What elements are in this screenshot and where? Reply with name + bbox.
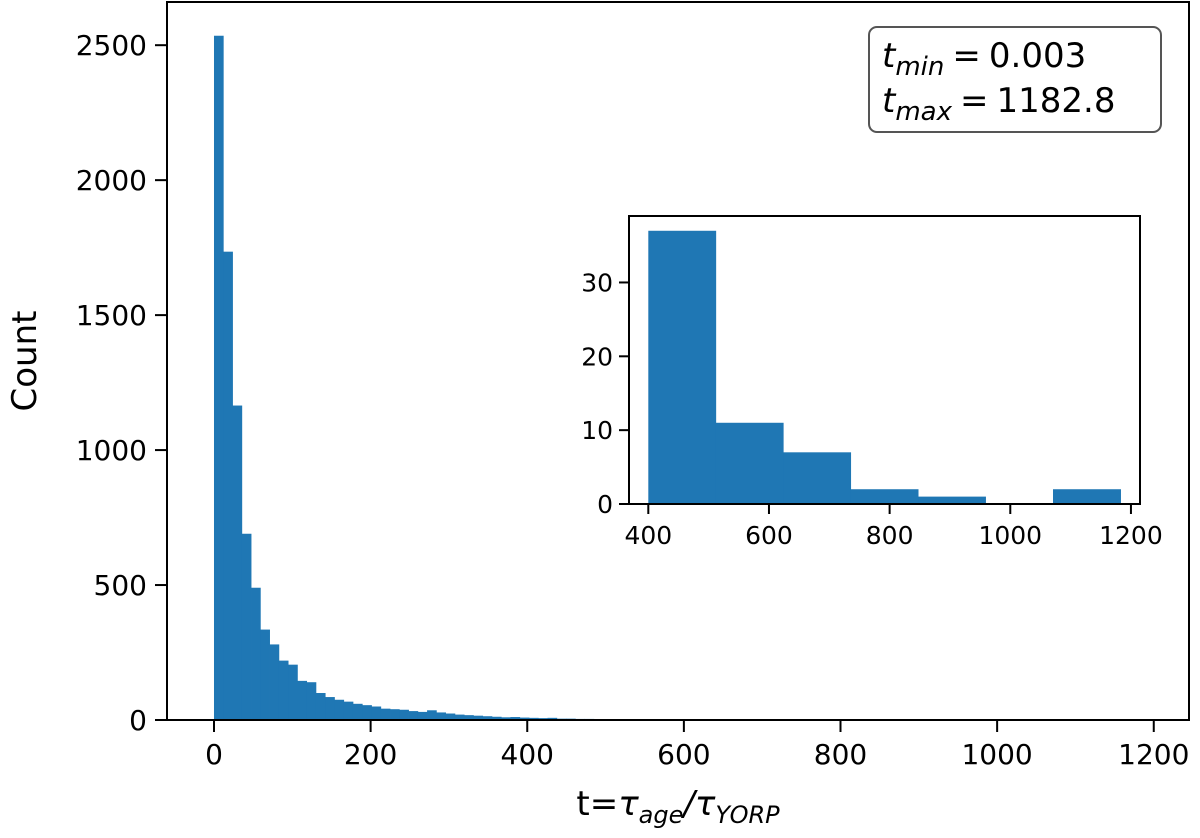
- main-x-axis-ticks: 0 200 400 600 800 1000 1200: [205, 720, 1189, 771]
- y-tick-label: 500: [94, 569, 147, 602]
- y-axis-label: Count: [5, 311, 45, 412]
- inset-x-tick-label: 1200: [1099, 521, 1163, 550]
- histogram-bar: [297, 680, 308, 720]
- histogram-bar: [269, 644, 280, 720]
- inset-histogram-bar: [1053, 489, 1121, 504]
- y-tick-label: 0: [129, 704, 147, 737]
- inset-histogram-bar: [783, 452, 852, 504]
- histogram-bar: [519, 717, 530, 720]
- inset-x-tick-label: 800: [866, 521, 914, 550]
- x-tick-label: 600: [657, 738, 710, 771]
- histogram-bar: [454, 714, 465, 720]
- histogram-bar: [501, 717, 511, 720]
- histogram-bar: [325, 697, 335, 720]
- histogram-bar: [445, 713, 456, 720]
- x-tick-label: 400: [501, 738, 554, 771]
- histogram-bar: [390, 709, 400, 720]
- histogram-bar: [408, 711, 419, 720]
- histogram-bar: [213, 35, 224, 720]
- inset-axes-frame: [628, 215, 1141, 505]
- histogram-bar: [528, 717, 539, 720]
- inset-x-tick-label: 400: [624, 521, 672, 550]
- inset-histogram-bar: [850, 489, 919, 504]
- histogram-bar: [510, 717, 521, 720]
- inset-x-tick-label: 600: [745, 521, 793, 550]
- annotation-frame: [868, 26, 1162, 133]
- histogram-bar: [278, 660, 289, 720]
- y-tick-label: 1500: [76, 299, 147, 332]
- inset-histogram-bar: [918, 496, 986, 504]
- y-tick-label: 2500: [76, 29, 147, 62]
- stats-annotation-box: tmin = 0.003 tmax = 1182.8: [868, 26, 1162, 133]
- histogram-bar: [417, 711, 428, 720]
- main-axes-frame: [166, 1, 1190, 721]
- histogram-bar: [288, 664, 298, 720]
- histogram-bar: [473, 715, 484, 720]
- histogram-bar: [343, 701, 354, 720]
- inset-x-tick-label: 1000: [978, 521, 1042, 550]
- x-tick-label: 200: [344, 738, 397, 771]
- inset-y-axis-ticks: 0 10 20 30: [581, 268, 629, 519]
- histogram-bar: [380, 708, 391, 720]
- histogram-bar: [315, 693, 326, 720]
- t-max-text: tmax = 1182.8: [882, 81, 1115, 127]
- histogram-bar: [241, 533, 252, 720]
- histogram-bar: [362, 705, 372, 720]
- histogram-bar: [436, 712, 447, 720]
- inset-y-tick-label: 30: [581, 268, 613, 297]
- x-axis-label: t=τage/τYORP: [576, 784, 780, 829]
- inset-histogram-bar: [648, 230, 717, 504]
- inset-y-tick-label: 10: [581, 416, 613, 445]
- x-tick-label: 1200: [1118, 738, 1189, 771]
- histogram-bar: [352, 703, 363, 720]
- inset-x-axis-ticks: 400 600 800 1000 1200: [624, 504, 1163, 550]
- inset-y-tick-label: 0: [597, 490, 613, 519]
- x-tick-label: 0: [205, 738, 223, 771]
- histogram-bar: [399, 709, 409, 720]
- histogram-bar: [371, 706, 382, 720]
- inset-histogram-bars: [648, 230, 1121, 504]
- histogram-bar: [547, 717, 558, 720]
- main-y-axis-ticks: 0 500 1000 1500 2000 2500: [76, 29, 167, 737]
- histogram-bar: [260, 629, 270, 720]
- histogram-bar: [334, 699, 345, 720]
- histogram-bar: [491, 716, 502, 720]
- x-tick-label: 800: [814, 738, 867, 771]
- histogram-bar: [482, 716, 493, 720]
- inset-histogram: 400 600 800 1000 1200 0 10 20 30: [581, 215, 1163, 550]
- t-min-text: tmin = 0.003: [882, 36, 1086, 82]
- histogram-bar: [232, 405, 243, 720]
- histogram-bar: [251, 587, 261, 720]
- y-tick-label: 2000: [76, 164, 147, 197]
- histogram-bar: [306, 682, 317, 720]
- inset-histogram-bar: [715, 422, 784, 504]
- inset-y-tick-label: 20: [581, 342, 613, 371]
- y-tick-label: 1000: [76, 434, 147, 467]
- x-tick-label: 1000: [961, 738, 1032, 771]
- histogram-bar: [223, 251, 233, 720]
- histogram-bar: [427, 710, 437, 720]
- histogram-bar: [464, 715, 474, 720]
